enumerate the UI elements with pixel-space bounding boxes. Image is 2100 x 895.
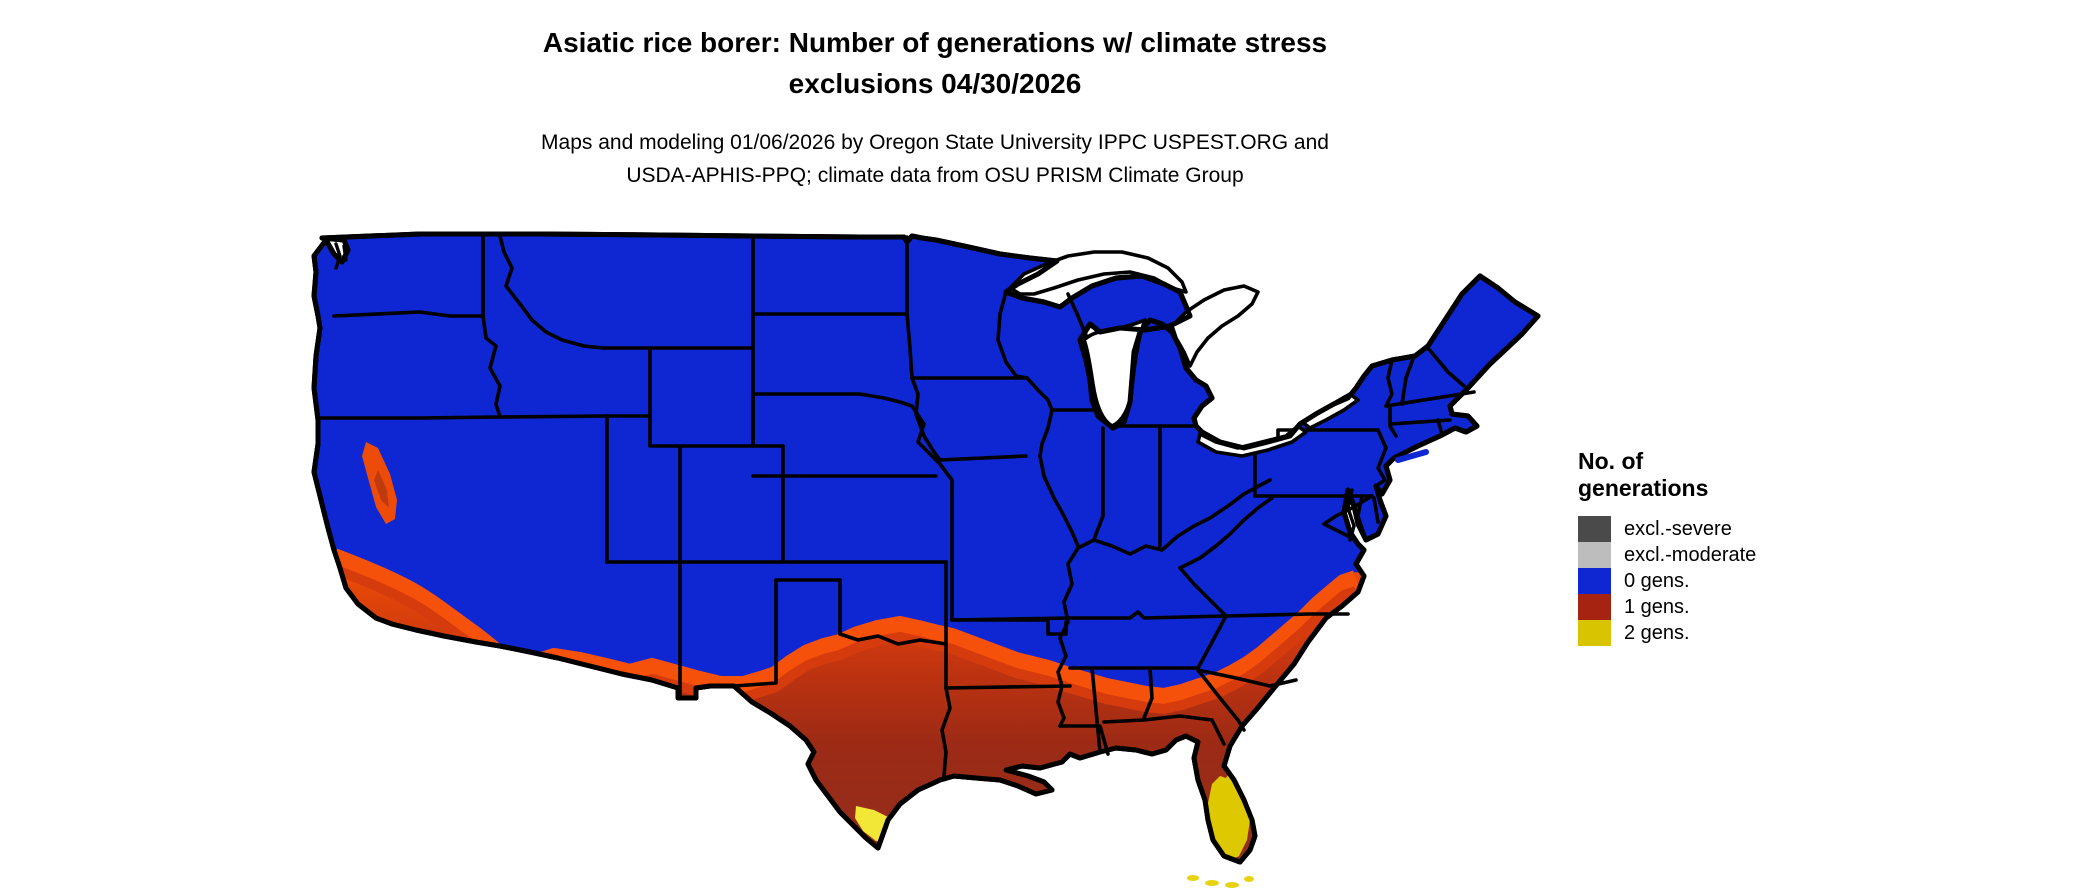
california-valley-core [374, 470, 389, 508]
map-title-line2: exclusions 04/30/2026 [788, 68, 1082, 99]
legend-swatch [1578, 568, 1611, 594]
legend-label: 1 gens. [1624, 596, 1690, 618]
legend-items: excl.-severe excl.-moderate 0 gens. 1 gens.… [1578, 516, 1898, 646]
map-credits: Maps and modeling 01/06/2026 by Oregon S… [0, 126, 1870, 192]
lake-huron [1170, 284, 1260, 368]
map-credits-line1: Maps and modeling 01/06/2026 by Oregon S… [541, 131, 1329, 154]
legend-title: No. of generations [1578, 448, 1898, 502]
chesapeake-bay [1346, 488, 1366, 542]
legend-item: 1 gens. [1578, 594, 1898, 620]
legend-label: 0 gens. [1624, 570, 1690, 592]
coastal-water-detail [334, 242, 1366, 542]
puget-sound [334, 242, 348, 270]
legend-item: excl.-severe [1578, 516, 1898, 542]
legend-label: excl.-severe [1624, 518, 1732, 540]
us-map [300, 228, 1550, 890]
map-credits-line2: USDA-APHIS-PPQ; climate data from OSU PR… [626, 164, 1244, 187]
legend-swatch [1578, 620, 1611, 646]
map-title: Asiatic rice borer: Number of generation… [0, 22, 1870, 104]
legend-label: 2 gens. [1624, 622, 1690, 644]
legend-title-line1: No. of [1578, 448, 1644, 474]
long-island [1395, 449, 1429, 463]
florida-keys [1187, 875, 1254, 888]
legend-swatch [1578, 542, 1611, 568]
legend-item: 0 gens. [1578, 568, 1898, 594]
legend-swatch [1578, 594, 1611, 620]
band-orange-fringe [330, 548, 1359, 706]
state-borders [318, 234, 1476, 778]
legend-title-line2: generations [1578, 475, 1709, 501]
map-title-line1: Asiatic rice borer: Number of generation… [542, 27, 1328, 58]
legend-item: excl.-moderate [1578, 542, 1898, 568]
legend-item: 2 gens. [1578, 620, 1898, 646]
legend-label: excl.-moderate [1624, 544, 1757, 566]
us-map-svg [300, 228, 1550, 888]
legend: No. of generations excl.-severe excl.-mod… [1578, 448, 1898, 646]
legend-swatch [1578, 516, 1611, 542]
great-lakes [1008, 250, 1360, 458]
